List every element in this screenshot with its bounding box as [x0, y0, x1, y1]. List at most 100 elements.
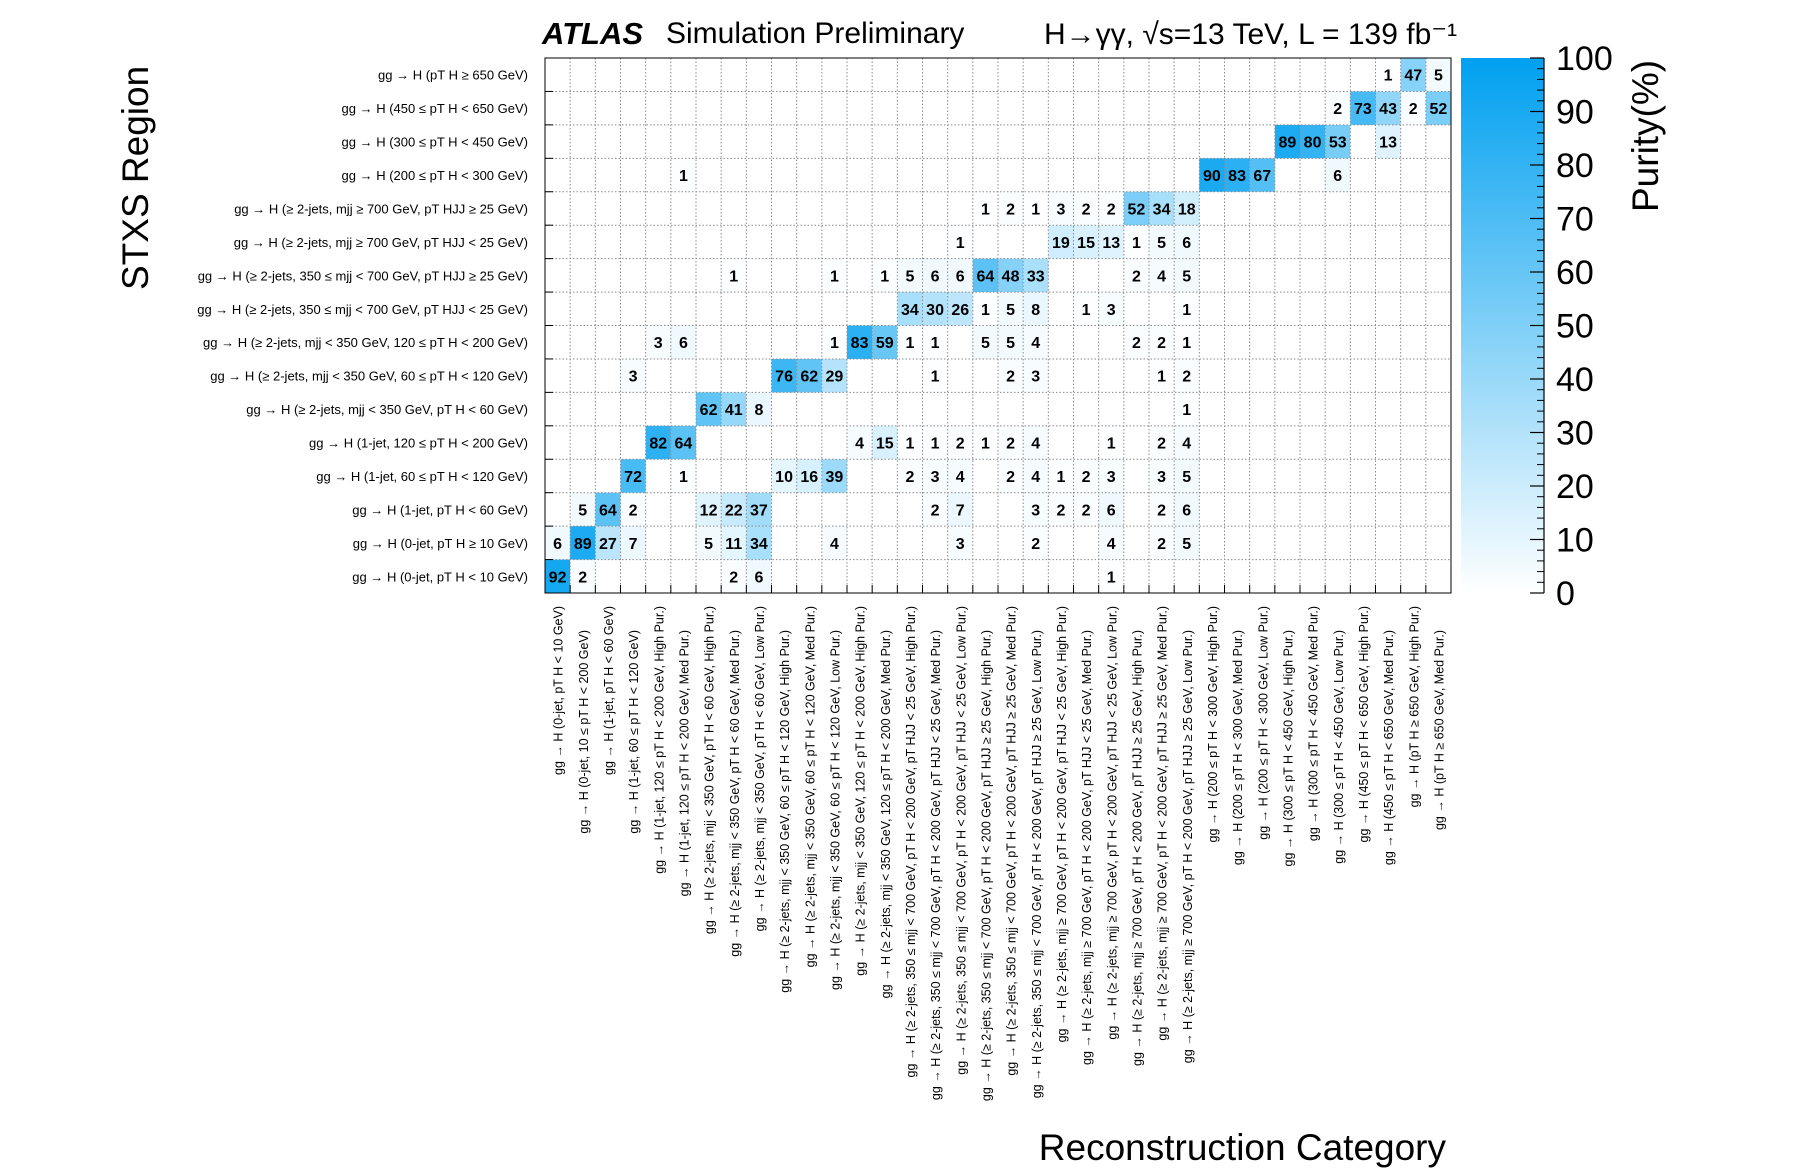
y-tick-label: gg → H (≥ 2-jets, mjj ≥ 700 GeV, pT HJJ …: [234, 235, 528, 250]
cell-value-label: 2: [1006, 369, 1015, 386]
cell-value-label: 64: [675, 436, 693, 453]
heatmap-cell: [947, 526, 973, 560]
heatmap-cell: [1425, 58, 1451, 92]
cell-value-label: 6: [956, 268, 965, 285]
heatmap-cell: [620, 492, 646, 527]
heatmap-cell: [670, 158, 696, 192]
cell-value-label: 1: [1132, 235, 1141, 252]
heatmap-cell: [1425, 91, 1451, 125]
heatmap-cell: [972, 191, 998, 226]
heatmap-cell: [821, 325, 847, 359]
cell-value-label: 4: [1107, 536, 1116, 553]
heatmap-cell: [746, 526, 772, 560]
cell-value-label: 2: [629, 502, 638, 519]
cell-value-label: 41: [725, 402, 743, 419]
heatmap-cell: [1149, 191, 1175, 226]
heatmap-cell: [746, 559, 772, 593]
heatmap-cell: [1073, 492, 1099, 527]
x-tick-label: gg → H (≥ 2-jets, mjj < 350 GeV, 60 ≤ pT…: [803, 606, 817, 967]
heatmap-cell: [1123, 225, 1149, 259]
x-tick-label: gg → H (≥ 2-jets, mjj ≥ 700 GeV, pT H < …: [1181, 630, 1195, 1063]
heatmap-cell: [872, 425, 898, 460]
x-tick-label: gg → H (1-jet, 60 ≤ pT H < 120 GeV): [627, 630, 641, 834]
x-tick-label: gg → H (≥ 2-jets, mjj ≥ 700 GeV, pT H < …: [1080, 630, 1094, 1065]
heatmap-cell: [746, 392, 772, 426]
cell-value-label: 1: [830, 268, 839, 285]
cell-value-label: 7: [956, 502, 965, 519]
cell-value-label: 64: [977, 268, 995, 285]
heatmap-cell: [821, 258, 847, 293]
heatmap-cell: [570, 492, 596, 527]
cell-value-label: 5: [1182, 268, 1191, 285]
heatmap-cell: [972, 292, 998, 326]
cell-value-label: 2: [1082, 201, 1091, 218]
x-tick-label: gg → H (450 ≤ pT H < 650 GeV, Med Pur.): [1382, 630, 1396, 865]
cell-value-label: 1: [905, 436, 914, 453]
cell-value-label: 1: [1157, 369, 1166, 386]
x-tick-label: gg → H (≥ 2-jets, 350 ≤ mjj < 700 GeV, p…: [954, 606, 968, 1075]
x-tick-label: gg → H (0-jet, pT H < 10 GeV): [552, 606, 566, 775]
cell-value-label: 1: [1182, 302, 1191, 319]
cell-value-label: 2: [1157, 502, 1166, 519]
heatmap-cell: [1149, 492, 1175, 527]
cell-value-label: 52: [1128, 201, 1146, 218]
cell-value-label: 16: [800, 469, 818, 486]
cell-value-label: 2: [1056, 502, 1065, 519]
cell-value-label: 1: [1056, 469, 1065, 486]
heatmap-cell: [620, 526, 646, 560]
cell-value-label: 37: [750, 502, 768, 519]
cell-value-label: 12: [700, 502, 718, 519]
cell-value-label: 1: [956, 235, 965, 252]
y-tick-label: gg → H (200 ≤ pT H < 300 GeV): [342, 168, 528, 183]
heatmap-cell: [1224, 158, 1250, 192]
heatmap-cell: [696, 492, 722, 527]
heatmap-cell: [1274, 124, 1300, 159]
cell-value-label: 2: [1132, 268, 1141, 285]
heatmap-cell: [1325, 91, 1351, 125]
status-label: Simulation Preliminary: [666, 17, 965, 50]
heatmap-cell: [595, 492, 621, 527]
heatmap-cell: [1073, 191, 1099, 226]
heatmap-cell: [1174, 325, 1200, 359]
cell-value-label: 6: [1182, 235, 1191, 252]
heatmap-cell: [721, 392, 747, 426]
x-tick-label: gg → H (200 ≤ pT H < 300 GeV, High Pur.): [1206, 606, 1220, 843]
x-tick-label: gg → H (0-jet, 10 ≤ pT H < 200 GeV): [577, 630, 591, 834]
cell-value-label: 1: [1107, 569, 1116, 586]
heatmap-cell: [998, 425, 1024, 460]
cell-value-label: 34: [1153, 201, 1171, 218]
heatmap-cell: [1098, 225, 1124, 259]
cell-value-label: 6: [1107, 502, 1116, 519]
x-tick-label: gg → H (≥ 2-jets, mjj < 350 GeV, 60 ≤ pT…: [778, 630, 792, 993]
x-tick-label: gg → H (450 ≤ pT H < 650 GeV, High Pur.): [1357, 606, 1371, 843]
color-bar: 0 10 20 30 40 50 60 70 80 90 100: [1461, 40, 1613, 613]
heatmap-cell: [972, 325, 998, 359]
cell-value-label: 1: [981, 436, 990, 453]
cell-value-label: 1: [931, 335, 940, 352]
cell-value-label: 3: [1056, 201, 1065, 218]
heatmap-cell: [998, 459, 1024, 493]
heatmap-cell: [696, 526, 722, 560]
cell-value-label: 2: [1182, 369, 1191, 386]
heatmap-value-labels: 92 2 62 16 89 27 7 5 11 34 4 3 2 4 2 55 64 2 12 22 37 2 7 3 2 2 6 2…: [549, 68, 1448, 587]
heatmap-cell: [721, 526, 747, 560]
heatmap-cell: [947, 459, 973, 493]
heatmap-cell: [998, 292, 1024, 326]
cell-value-label: 10: [775, 469, 793, 486]
cell-value-label: 62: [700, 402, 718, 419]
heatmap-cell: [1023, 358, 1049, 393]
heatmap-cell: [1174, 392, 1200, 426]
cell-value-label: 2: [578, 569, 587, 586]
heatmap-cell: [1123, 325, 1149, 359]
cell-value-label: 33: [1027, 268, 1045, 285]
heatmap-cell: [1098, 292, 1124, 326]
color-bar-tick-label: 90: [1556, 94, 1594, 132]
cell-value-label: 1: [931, 436, 940, 453]
heatmap-cell: [1149, 459, 1175, 493]
heatmap-cell: [1023, 526, 1049, 560]
cell-value-label: 27: [599, 536, 617, 553]
y-tick-label: gg → H (pT H ≥ 650 GeV): [378, 68, 528, 83]
heatmap-cell: [1174, 358, 1200, 393]
cell-value-label: 5: [905, 268, 914, 285]
cell-value-label: 4: [1031, 436, 1040, 453]
